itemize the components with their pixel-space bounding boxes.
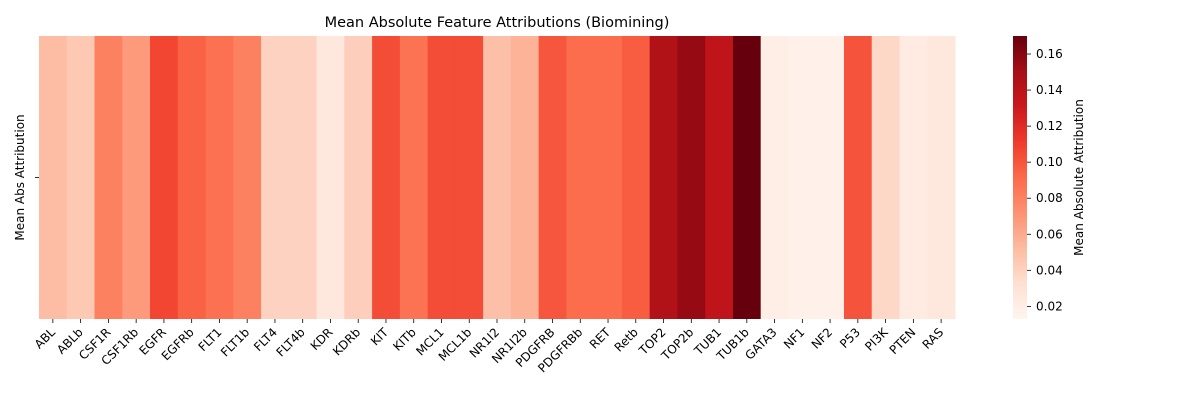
x-tick-label: P53: [837, 325, 863, 351]
heatmap-cell: [483, 36, 512, 319]
x-tick-label: NF1: [781, 325, 808, 352]
colorbar-tick-label: 0.06: [1036, 227, 1063, 241]
x-tick-label: RAS: [920, 325, 947, 352]
heatmap-cell: [760, 36, 790, 319]
x-tick-label: KIT: [368, 325, 392, 349]
heatmap-cell: [94, 36, 123, 319]
heatmap-cell: [399, 36, 429, 319]
heatmap-cell: [621, 36, 651, 319]
heatmap-cell: [427, 36, 456, 319]
heatmap-cell: [649, 36, 679, 319]
x-tick-label: GATA3: [742, 325, 779, 362]
chart-title: Mean Absolute Feature Attributions (Biom…: [325, 15, 670, 31]
colorbar-label: Mean Absolute Attribution: [1072, 99, 1086, 256]
colorbar-tick-label: 0.04: [1036, 263, 1063, 277]
heatmap-cell: [455, 36, 484, 319]
heatmap-cell: [261, 36, 290, 319]
heatmap-cells: [39, 36, 956, 319]
heatmap-cell: [732, 36, 762, 319]
x-tick-label: FLT1b: [218, 325, 252, 359]
heatmap-cell: [788, 36, 817, 319]
heatmap-cell: [288, 36, 318, 319]
heatmap-cell: [871, 36, 901, 319]
heatmap-cell: [510, 36, 540, 319]
heatmap-cell: [538, 36, 567, 319]
y-tick-label: Mean Abs Attribution: [13, 114, 27, 240]
colorbar-tick-label: 0.12: [1036, 119, 1063, 133]
heatmap-cell: [122, 36, 151, 319]
heatmap-cell: [927, 36, 956, 319]
heatmap-cell: [150, 36, 179, 319]
colorbar-tick-label: 0.08: [1036, 191, 1063, 205]
x-tick-label: PI3K: [862, 324, 891, 353]
heatmap-cell: [39, 36, 68, 319]
heatmap-cell: [316, 36, 345, 319]
x-tick-label: PTEN: [887, 325, 919, 357]
colorbar-tick-label: 0.14: [1036, 83, 1063, 97]
y-tick-labels: Mean Abs Attribution: [13, 114, 39, 241]
x-tick-labels: ABLABLbCSF1RCSF1RbEGFREGFRbFLT1FLT1bFLT4…: [32, 319, 947, 375]
heatmap-cell: [705, 36, 734, 319]
heatmap-cell: [205, 36, 234, 319]
heatmap-cell: [843, 36, 873, 319]
heatmap-cell: [372, 36, 401, 319]
colorbar-tick-label: 0.10: [1036, 155, 1063, 169]
heatmap-cell: [594, 36, 623, 319]
x-tick-label: FLT4b: [274, 325, 308, 359]
heatmap-cell: [899, 36, 928, 319]
heatmap-cell: [66, 36, 96, 319]
heatmap-cell: [233, 36, 262, 319]
heatmap-cell: [816, 36, 845, 319]
heatmap-cell: [566, 36, 595, 319]
colorbar: 0.02 0.04 0.06 0.08 0.10 0.12 0.14 0.16 Mean Abs…: [1013, 36, 1086, 319]
colorbar-tick-label: 0.16: [1036, 47, 1063, 61]
x-tick-label: RET: [587, 325, 614, 352]
heatmap-cell: [177, 36, 207, 319]
x-tick-label: KDRb: [330, 325, 363, 358]
x-tick-label: Retb: [612, 325, 641, 354]
heatmap-cell: [677, 36, 706, 319]
colorbar-tick-label: 0.02: [1036, 299, 1063, 313]
colorbar-gradient: [1013, 36, 1027, 319]
x-tick-label: NF2: [809, 325, 836, 352]
heatmap-cell: [344, 36, 373, 319]
